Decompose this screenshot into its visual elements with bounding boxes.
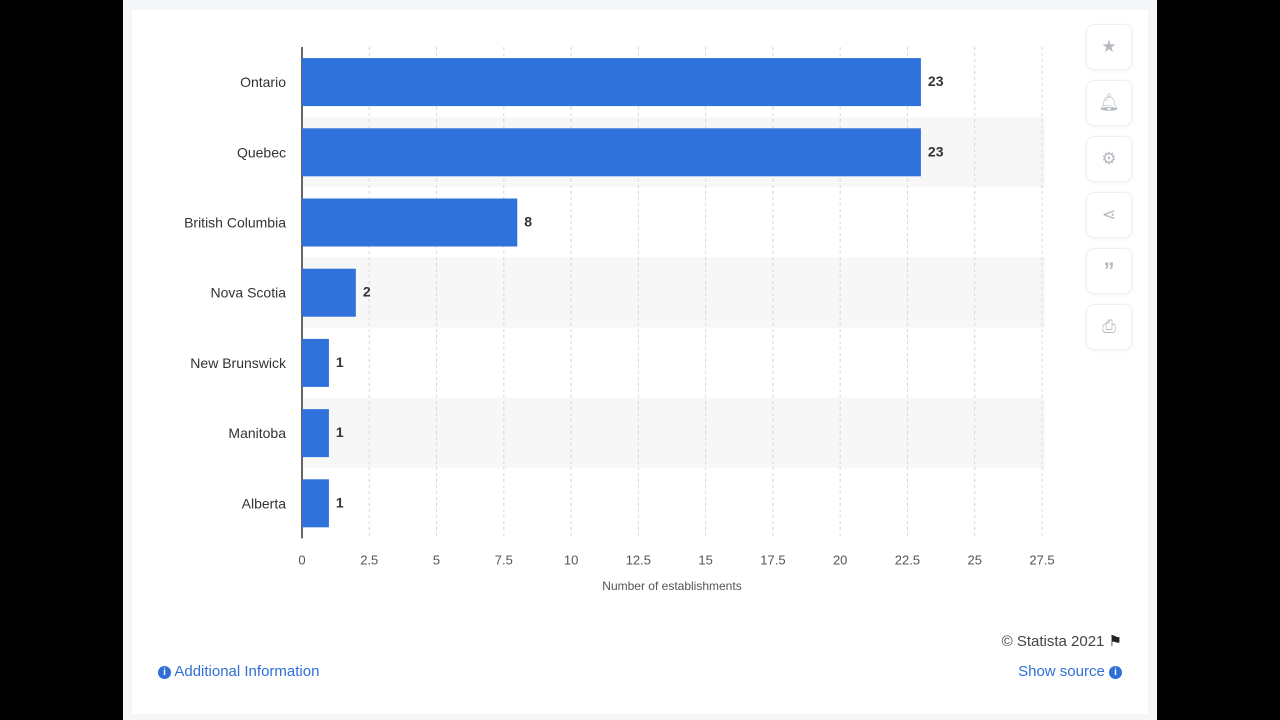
x-axis-title: Number of establishments bbox=[602, 579, 741, 593]
show-source-label: Show source bbox=[1018, 663, 1105, 680]
x-tick-label: 2.5 bbox=[360, 552, 378, 567]
toolbar: ★ 🔔︎ ⚙ ⋖ ” ⎙ bbox=[1086, 24, 1132, 360]
bar bbox=[302, 128, 921, 177]
x-tick-label: 25 bbox=[967, 552, 981, 567]
category-label: Ontario bbox=[240, 74, 286, 90]
data-label: 1 bbox=[336, 494, 344, 510]
quote-icon[interactable]: ” bbox=[1086, 248, 1132, 294]
row-band bbox=[302, 257, 1045, 328]
x-tick-label: 27.5 bbox=[1029, 552, 1054, 567]
print-icon[interactable]: ⎙ bbox=[1086, 304, 1132, 350]
info-icon: i bbox=[1109, 666, 1122, 679]
gear-icon[interactable]: ⚙ bbox=[1086, 136, 1132, 182]
category-label: New Brunswick bbox=[190, 355, 287, 371]
bell-icon[interactable]: 🔔︎ bbox=[1086, 80, 1132, 126]
copyright-text: © Statista 2021 bbox=[1001, 633, 1105, 650]
category-label: Alberta bbox=[242, 495, 287, 511]
show-source-link[interactable]: Show source i bbox=[1018, 663, 1122, 680]
bar bbox=[302, 58, 921, 107]
additional-information-link[interactable]: i Additional Information bbox=[158, 663, 319, 680]
flag-icon[interactable]: ⚑ bbox=[1108, 633, 1122, 650]
share-icon[interactable]: ⋖ bbox=[1086, 192, 1132, 238]
x-tick-label: 12.5 bbox=[626, 552, 651, 567]
x-tick-label: 17.5 bbox=[760, 552, 785, 567]
data-label: 23 bbox=[928, 143, 944, 159]
bar bbox=[302, 479, 329, 528]
category-label: Nova Scotia bbox=[211, 285, 287, 301]
data-label: 23 bbox=[928, 73, 944, 89]
bar bbox=[302, 198, 518, 247]
data-label: 8 bbox=[524, 214, 532, 230]
category-label: British Columbia bbox=[184, 215, 286, 231]
bar bbox=[302, 338, 329, 387]
copyright[interactable]: © Statista 2021 ⚑ bbox=[1002, 632, 1122, 650]
x-tick-label: 10 bbox=[564, 552, 578, 567]
bar bbox=[302, 268, 356, 317]
bar bbox=[302, 409, 329, 458]
x-tick-label: 0 bbox=[298, 552, 305, 567]
category-label: Manitoba bbox=[228, 425, 286, 441]
x-tick-label: 15 bbox=[698, 552, 712, 567]
x-tick-label: 5 bbox=[433, 552, 440, 567]
data-label: 1 bbox=[336, 354, 344, 370]
x-tick-label: 20 bbox=[833, 552, 847, 567]
data-label: 2 bbox=[363, 284, 371, 300]
x-tick-label: 22.5 bbox=[895, 552, 920, 567]
info-icon: i bbox=[158, 666, 171, 679]
row-band bbox=[302, 398, 1045, 469]
category-label: Quebec bbox=[237, 144, 286, 160]
data-label: 1 bbox=[336, 424, 344, 440]
x-tick-label: 7.5 bbox=[495, 552, 513, 567]
star-icon[interactable]: ★ bbox=[1086, 24, 1132, 70]
additional-information-label: Additional Information bbox=[174, 663, 320, 680]
